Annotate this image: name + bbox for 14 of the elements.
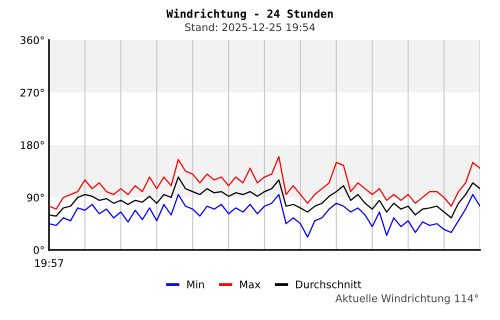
- line-series: [49, 194, 480, 238]
- y-tick-label: 360°: [20, 36, 44, 44]
- chart-subtitle: Stand: 2025-12-25 19:54: [185, 23, 315, 32]
- line-series: [49, 156, 480, 210]
- y-tick-label: 180°: [20, 141, 44, 150]
- y-tick-label: 0°: [34, 246, 44, 254]
- text: 19:57: [35, 259, 64, 268]
- legend-label: Min: [187, 280, 204, 288]
- legend-label: Max: [240, 280, 260, 288]
- y-tick-label: 90°: [27, 194, 44, 202]
- y-tick-label: 270°: [20, 88, 44, 97]
- legend-label: Durchschnitt: [296, 280, 362, 288]
- chart-title: Windrichtung - 24 Stunden: [166, 8, 333, 20]
- text: Aktuelle Windrichtung 114°: [335, 294, 478, 304]
